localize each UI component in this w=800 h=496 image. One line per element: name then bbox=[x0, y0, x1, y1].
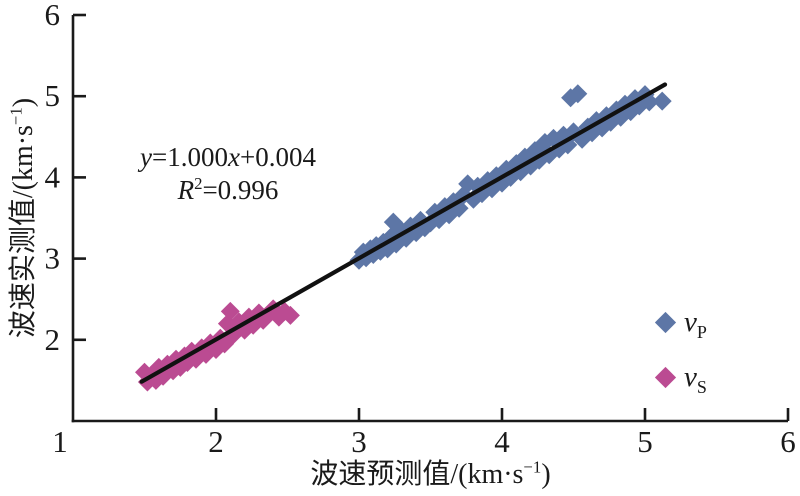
vp-diamond-marker-icon bbox=[654, 311, 677, 333]
x-tick-label: 4 bbox=[494, 424, 510, 459]
y-axis-title: 波速实测值/(km·s−1) bbox=[6, 97, 39, 339]
data-point-vS bbox=[220, 301, 240, 321]
r2-value: =0.996 bbox=[202, 175, 279, 205]
legend-label-vs: vS bbox=[684, 360, 707, 397]
y-tick-label: 6 bbox=[45, 0, 61, 32]
y-tick-label: 4 bbox=[45, 159, 61, 194]
x-tick-label: 1 bbox=[52, 424, 68, 459]
eq-mid: =1.000 bbox=[152, 142, 228, 172]
legend-label-vp: vP bbox=[684, 305, 707, 342]
x-tick-label: 3 bbox=[351, 424, 367, 459]
data-point-vP bbox=[568, 84, 588, 104]
regression-line bbox=[139, 82, 668, 384]
series-vP bbox=[349, 84, 672, 270]
legend-item-vp: vP bbox=[653, 300, 783, 344]
x-axis-title: 波速预测值/(km·s−1) bbox=[310, 457, 551, 490]
y-tick-label: 3 bbox=[45, 241, 61, 276]
vs-diamond-marker-icon bbox=[654, 366, 677, 388]
r-squared-line: R2=0.996 bbox=[112, 174, 344, 207]
legend: vP vS bbox=[653, 300, 783, 410]
y-tick-label: 2 bbox=[45, 322, 61, 357]
x-tick-label: 2 bbox=[208, 424, 224, 459]
y-tick-label: 5 bbox=[45, 78, 61, 113]
series-vS bbox=[135, 299, 300, 392]
eq-tail: +0.004 bbox=[239, 142, 316, 172]
fit-equation-annotation: y=1.000x+0.004 R2=0.996 bbox=[112, 141, 344, 207]
r2-sup: 2 bbox=[194, 174, 203, 193]
eq-var-x: x bbox=[228, 142, 240, 172]
eq-var-y: y bbox=[140, 142, 153, 172]
data-point-vP bbox=[652, 91, 672, 111]
legend-item-vs: vS bbox=[653, 355, 783, 399]
fit-equation-line: y=1.000x+0.004 bbox=[112, 141, 344, 174]
x-tick-label: 6 bbox=[780, 424, 796, 459]
r2-var: R bbox=[177, 175, 195, 205]
data-point-vS bbox=[280, 305, 300, 325]
x-tick-label: 5 bbox=[637, 424, 653, 459]
